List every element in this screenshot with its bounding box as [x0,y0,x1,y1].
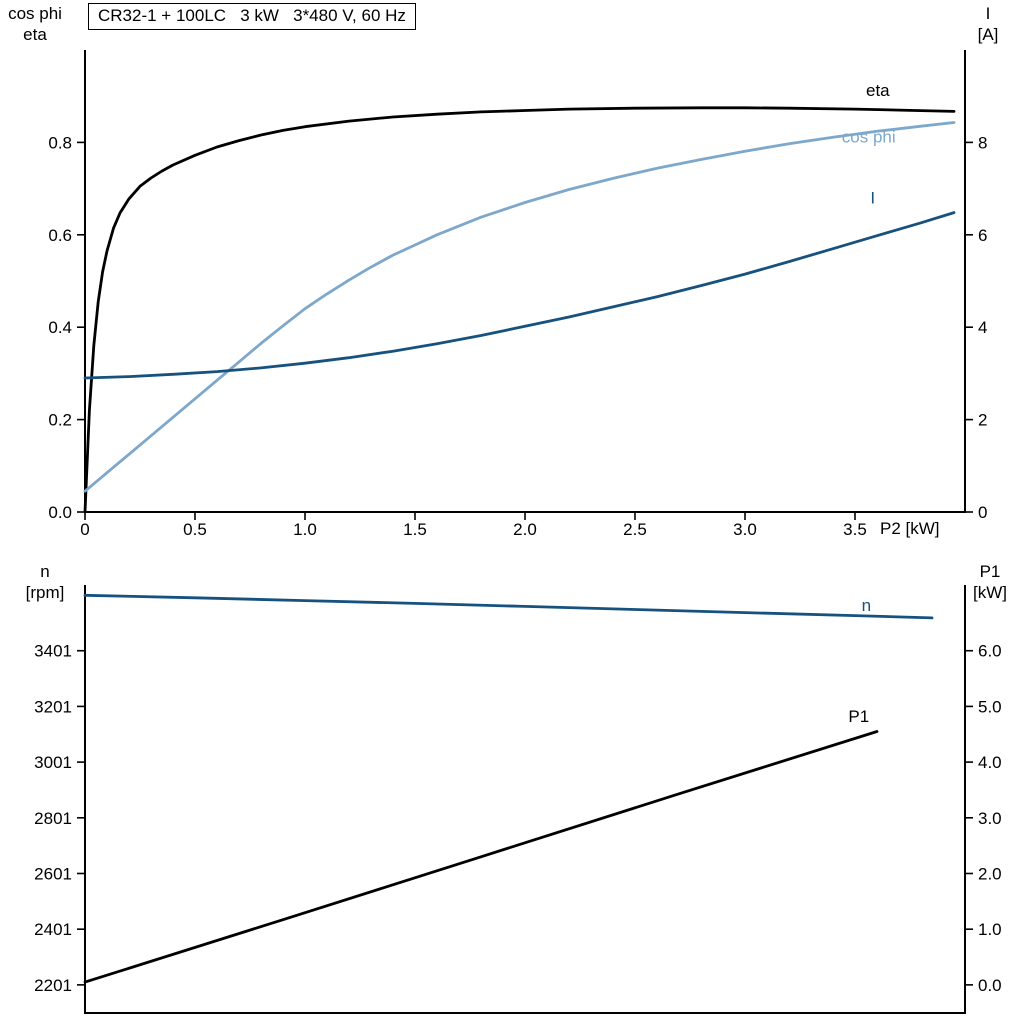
y-left-tick-label: 3201 [34,697,72,716]
y-left-tick-label: 0.4 [48,318,72,337]
x-tick-label: 0.5 [183,520,207,539]
chart-top: 0.0 0.2 0.4 0.6 0.8 0 2 4 6 8 0 0.5 1.0 1.5 2.0 2.5 3.0 3… [48,50,987,539]
curve-n [83,593,934,620]
y-right-tick-label: 4.0 [978,753,1002,772]
axis-header-bottom-right: P1 [kW] [966,561,1014,603]
y-left-tick-label: 0.8 [48,133,72,152]
x-tick-label: 1.0 [293,520,317,539]
y-left-tick-label: 2201 [34,976,72,995]
x-tick-label: 2.0 [513,520,537,539]
curve-label-n: n [862,596,871,615]
curve-label-cos-phi: cos phi [842,127,896,146]
x-tick-label: 3.0 [733,520,757,539]
y-right-tick-label: 1.0 [978,920,1002,939]
axis-header-cos-phi: cos phi [8,4,62,23]
x-axis-label: P2 [kW] [880,519,940,538]
y-right-tick-label: 8 [978,133,987,152]
axis-header-speed-unit: [rpm] [25,583,65,602]
y-left-tick-label: 3401 [34,642,72,661]
y-right-tick-label: 6.0 [978,642,1002,661]
curve-eta [83,106,956,514]
curve-P1 [83,730,879,984]
chart-title-box: CR32-1 + 100LC 3 kW 3*480 V, 60 Hz [88,3,416,30]
y-right-tick-label: 3.0 [978,809,1002,828]
y-left-tick-label: 0.6 [48,226,72,245]
axis-frame [84,585,966,1014]
chart-bottom: 2201 2401 2601 2801 3001 3201 3401 0.0 1.0 2.0 3.0… [34,585,1002,1014]
axis-header-bottom-left: n [rpm] [14,561,76,603]
y-left-tick-label: 0.2 [48,411,72,430]
curve-cos-phi [83,121,956,493]
y-right-tick-label: 2.0 [978,864,1002,883]
axis-header-current: I [985,4,991,23]
axis-header-current-unit: [A] [977,25,999,44]
y-left-tick-label: 3001 [34,753,72,772]
axis-header-power-in: P1 [979,562,1001,581]
curve-label-I: I [870,188,875,207]
axis-header-top-left: cos phi eta [6,3,64,45]
x-tick-label: 2.5 [623,520,647,539]
curve-I [83,211,956,380]
axis-header-eta: eta [23,25,47,44]
y-left-tick-label: 2801 [34,809,72,828]
x-tick-label: 0 [80,520,89,539]
y-right-tick-label: 0.0 [978,976,1002,995]
x-tick-label: 1.5 [403,520,427,539]
y-right-tick-label: 4 [978,318,987,337]
y-left-tick-label: 0.0 [48,503,72,522]
axis-header-top-right: I [A] [964,3,1012,45]
y-right-tick-label: 0 [978,503,987,522]
axis-frame [84,50,966,513]
axis-header-speed: n [40,562,50,581]
y-right-tick-label: 5.0 [978,697,1002,716]
curve-label-P1: P1 [848,707,869,726]
y-right-tick-label: 2 [978,411,987,430]
y-right-tick-label: 6 [978,226,987,245]
x-tick-label: 3.5 [843,520,867,539]
curve-label-eta: eta [866,81,890,100]
y-left-tick-label: 2601 [34,864,72,883]
axis-header-power-in-unit: [kW] [973,583,1007,602]
y-left-tick-label: 2401 [34,920,72,939]
